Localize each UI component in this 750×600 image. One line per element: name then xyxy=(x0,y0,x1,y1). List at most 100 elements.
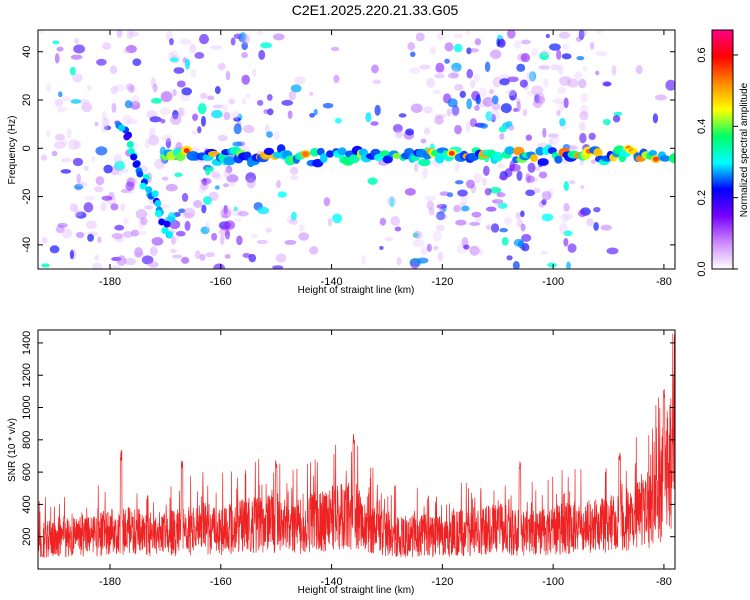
noise-speckle xyxy=(558,31,571,39)
noise-speckle xyxy=(151,236,164,246)
noise-speckle xyxy=(489,88,495,95)
noise-speckle xyxy=(559,223,568,235)
noise-speckle xyxy=(593,206,601,213)
noise-speckle xyxy=(229,180,236,188)
x-tick-label: -160 xyxy=(210,576,232,588)
noise-speckle xyxy=(111,232,124,239)
noise-speckle xyxy=(257,99,264,106)
noise-speckle xyxy=(149,116,162,123)
noise-speckle xyxy=(322,102,334,109)
noise-speckle xyxy=(144,139,150,150)
noise-speckle xyxy=(474,105,480,111)
noise-speckle xyxy=(483,165,490,176)
spectrogram-x-ticks: -180 -160 -140 -120 -100 -80 xyxy=(99,30,672,288)
noise-speckle xyxy=(272,33,285,41)
noise-speckle xyxy=(448,72,460,79)
noise-speckle xyxy=(192,113,199,121)
noise-speckle xyxy=(49,245,60,254)
noise-speckle xyxy=(461,205,470,212)
noise-speckle xyxy=(72,157,84,167)
noise-speckle xyxy=(465,30,470,36)
signal-band-blob xyxy=(392,152,402,160)
noise-speckle xyxy=(548,43,561,51)
noise-speckle xyxy=(182,212,194,219)
noise-speckle xyxy=(191,130,198,135)
noise-speckle xyxy=(173,67,185,74)
noise-speckle xyxy=(245,93,251,99)
noise-speckle xyxy=(561,53,572,60)
noise-speckle xyxy=(260,42,272,49)
noise-speckle xyxy=(176,80,186,88)
noise-speckle xyxy=(159,107,171,116)
colorbar-tick-label: 0.2 xyxy=(696,190,708,205)
noise-speckle xyxy=(214,185,220,190)
noise-speckle xyxy=(239,32,247,43)
noise-speckle xyxy=(205,166,211,176)
noise-speckle xyxy=(361,254,366,265)
noise-speckle xyxy=(218,62,226,71)
noise-speckle xyxy=(224,254,231,259)
noise-speckle xyxy=(567,78,580,88)
noise-speckle xyxy=(228,98,235,105)
noise-speckle xyxy=(58,91,63,98)
noise-speckle xyxy=(576,55,585,61)
noise-speckle xyxy=(434,114,447,119)
noise-speckle xyxy=(128,31,140,37)
noise-speckle xyxy=(294,76,306,85)
colorbar-fill xyxy=(712,30,733,269)
noise-speckle xyxy=(169,114,182,126)
noise-speckle xyxy=(123,49,131,54)
noise-speckle xyxy=(54,53,60,64)
noise-speckle xyxy=(94,122,99,127)
noise-speckle xyxy=(504,216,512,226)
noise-speckle xyxy=(220,234,225,246)
noise-speckle xyxy=(113,84,126,92)
diagonal-trace-blob xyxy=(151,190,159,198)
noise-speckle xyxy=(97,236,102,243)
noise-speckle xyxy=(589,41,595,50)
noise-speckle xyxy=(478,248,483,256)
noise-speckle xyxy=(127,84,136,94)
noise-speckle xyxy=(580,184,585,190)
noise-speckle xyxy=(499,132,505,140)
signal-peak-blob xyxy=(183,148,190,154)
noise-speckle xyxy=(141,255,154,265)
colorbar-label: Normalized spectral amplitude xyxy=(739,82,750,217)
noise-speckle xyxy=(540,49,551,56)
diagonal-trace-blob xyxy=(136,170,144,178)
noise-speckle xyxy=(91,155,96,163)
signal-band-blob xyxy=(418,158,431,167)
noise-speckle xyxy=(126,118,138,125)
noise-speckle xyxy=(87,85,92,91)
noise-speckle xyxy=(436,224,445,232)
noise-speckle xyxy=(75,211,87,219)
noise-speckle xyxy=(394,226,402,232)
noise-speckle xyxy=(419,64,431,70)
noise-speckle xyxy=(160,118,166,124)
noise-speckle xyxy=(264,124,270,134)
signal-band-blob xyxy=(593,148,603,158)
colorbar-tick-label: 0.0 xyxy=(696,261,708,276)
noise-speckle xyxy=(539,51,550,61)
noise-speckle xyxy=(556,109,561,117)
noise-speckle xyxy=(174,172,183,177)
noise-speckle xyxy=(612,114,621,123)
noise-speckle xyxy=(527,162,536,173)
noise-speckle xyxy=(459,90,466,99)
noise-speckle xyxy=(578,78,587,89)
noise-speckle xyxy=(453,43,463,53)
noise-speckle xyxy=(453,204,461,213)
noise-speckle xyxy=(580,104,589,116)
noise-speckle xyxy=(134,247,144,258)
noise-speckle xyxy=(298,232,310,241)
noise-speckle xyxy=(309,112,316,118)
noise-speckle xyxy=(104,125,112,131)
noise-speckle xyxy=(520,39,531,45)
noise-speckle xyxy=(256,30,264,35)
noise-speckle xyxy=(334,117,342,124)
noise-speckle xyxy=(507,76,519,83)
noise-speckle xyxy=(498,175,508,180)
noise-speckle xyxy=(520,53,531,63)
noise-speckle xyxy=(170,248,177,254)
signal-band-blob xyxy=(319,153,328,164)
